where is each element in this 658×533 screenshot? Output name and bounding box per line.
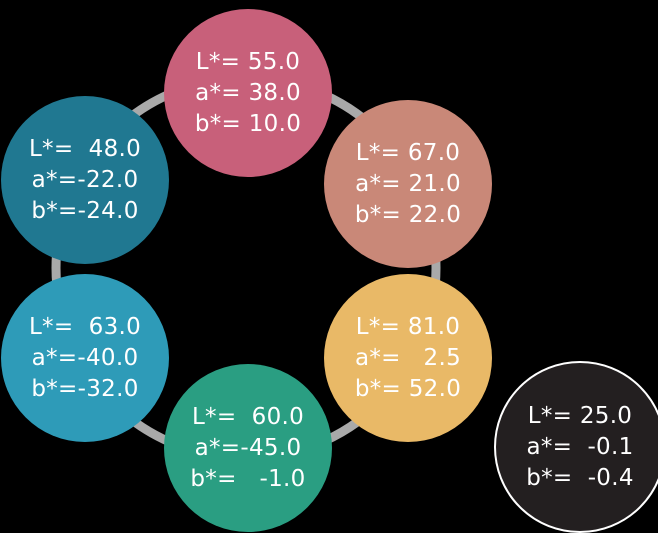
lightness-value: L*= 55.0 [195,48,301,75]
b-value: b*= 22.0 [354,201,462,228]
lightness-value: L*= 25.0 [527,402,633,429]
swatch-pink: L*= 55.0 a*= 38.0 b*= 10.0 [164,9,332,177]
lightness-value: L*= 67.0 [355,139,461,166]
b-value: b*=-24.0 [31,197,139,224]
swatch-black: L*= 25.0 a*= -0.1 b*= -0.4 [494,361,658,533]
a-value: a*=-22.0 [31,166,139,193]
swatch-salmon: L*= 67.0 a*= 21.0 b*= 22.0 [324,100,492,268]
b-value: b*= -0.4 [526,464,634,491]
lightness-value: L*= 48.0 [28,135,142,162]
b-value: b*= -1.0 [190,465,306,492]
a-value: a*=-45.0 [194,434,302,461]
a-value: a*= 21.0 [355,170,461,197]
b-value: b*= 10.0 [194,110,302,137]
b-value: b*= 52.0 [354,375,462,402]
swatch-green: L*= 60.0 a*=-45.0 b*= -1.0 [164,364,332,532]
a-value: a*= 38.0 [195,79,301,106]
lightness-value: L*= 60.0 [191,403,305,430]
swatch-teal: L*= 48.0 a*=-22.0 b*=-24.0 [1,96,169,264]
b-value: b*=-32.0 [31,375,139,402]
lightness-value: L*= 63.0 [28,313,142,340]
lightness-value: L*= 81.0 [355,313,461,340]
a-value: a*=-40.0 [31,344,139,371]
a-value: a*= -0.1 [526,433,634,460]
swatch-yellow: L*= 81.0 a*= 2.5 b*= 52.0 [324,274,492,442]
a-value: a*= 2.5 [354,344,462,371]
swatch-light-blue: L*= 63.0 a*=-40.0 b*=-32.0 [1,274,169,442]
